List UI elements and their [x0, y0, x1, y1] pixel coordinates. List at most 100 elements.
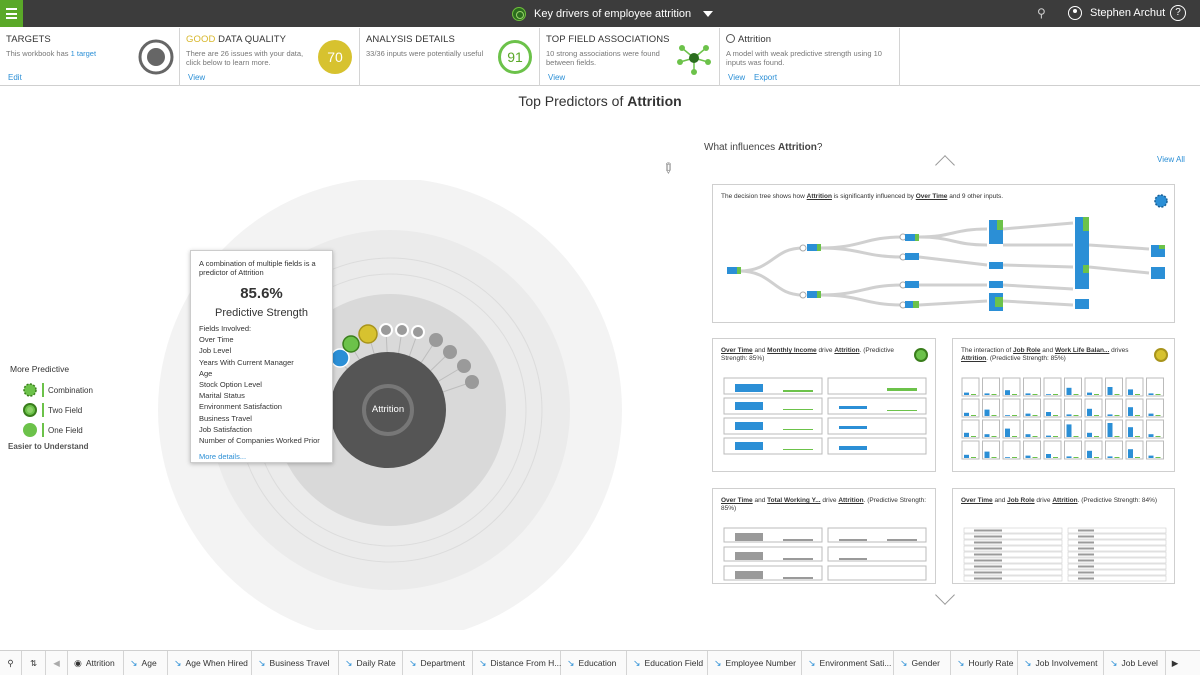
pin-chart-icon[interactable]: ✎ — [658, 158, 679, 178]
tab-job-level[interactable]: ↘ Job Level — [1104, 651, 1166, 675]
user-name: Stephen Archut — [1090, 7, 1166, 19]
user-menu[interactable]: Stephen Archut — [1068, 6, 1165, 20]
job-role-work-life-panel[interactable]: The interaction of Job Role and Work Lif… — [952, 338, 1175, 472]
predictor-node-two-field[interactable] — [342, 335, 360, 353]
predictor-node[interactable] — [465, 375, 479, 389]
tooltip-strength-label: Predictive Strength — [215, 307, 308, 319]
grid-bar-green — [971, 457, 976, 458]
grid-bar-green — [1114, 394, 1120, 395]
field-item: Environment Satisfaction — [199, 402, 282, 412]
decision-tree-panel[interactable]: The decision tree shows how Attrition is… — [712, 184, 1175, 323]
over-time-job-role-panel[interactable]: Over Time and Job Role drive Attrition. … — [952, 488, 1175, 584]
tab-employee-number[interactable]: ↘ Employee Number — [708, 651, 802, 675]
targets-edit-link[interactable]: Edit — [8, 73, 22, 82]
grid-bar — [1128, 427, 1133, 437]
panel-2-chart — [961, 377, 1164, 460]
decision-tree-diagram — [727, 217, 1165, 311]
chevron-up-icon[interactable] — [935, 155, 955, 175]
arrow-icon: ↘ — [567, 657, 575, 668]
grid-cell — [1064, 419, 1082, 439]
scroll-right-icon[interactable]: ▶ — [1171, 657, 1179, 668]
model-view-link[interactable]: View — [728, 73, 746, 82]
tab-hourly-rate[interactable]: ↘ Hourly Rate — [951, 651, 1018, 675]
tab-department[interactable]: ↘ Department — [403, 651, 473, 675]
tab-education-field[interactable]: ↘ Education Field — [627, 651, 708, 675]
grid-bar — [984, 393, 990, 395]
associations-view-link[interactable]: View — [548, 73, 566, 82]
influences-heading: What influences Attrition? — [704, 142, 823, 153]
predictor-node[interactable] — [395, 323, 409, 337]
workbook-title: Key drivers of employee attrition — [534, 8, 692, 20]
targets-title: TARGETS — [6, 34, 51, 45]
attrition-center-node[interactable] — [330, 352, 446, 468]
predictor-node[interactable] — [429, 333, 443, 347]
grid-bar — [1046, 454, 1051, 458]
grid-cell — [1105, 377, 1123, 397]
predictor-node[interactable] — [411, 325, 425, 339]
more-details-link[interactable]: More details... — [199, 452, 247, 462]
grid-bar-green — [1135, 394, 1140, 395]
grid-cell — [1023, 440, 1041, 460]
panel-1-chart — [723, 377, 927, 455]
field-item: Number of Companies Worked Prior — [199, 436, 320, 446]
tab-daily-rate[interactable]: ↘ Daily Rate — [339, 651, 403, 675]
tab-attrition[interactable]: ◉ Attrition — [68, 651, 124, 675]
grid-bar-green — [1135, 415, 1140, 416]
predictor-node-yellow[interactable] — [358, 324, 378, 344]
tab-gender[interactable]: ↘ Gender — [894, 651, 951, 675]
list-cell — [1067, 527, 1167, 534]
tab-job-involvement[interactable]: ↘ Job Involvement — [1018, 651, 1104, 675]
tab-age-when-hired[interactable]: ↘ Age When Hired — [168, 651, 252, 675]
tree-nodes — [727, 217, 1165, 311]
tab-age[interactable]: ↘ Age — [124, 651, 168, 675]
list-bar — [1078, 529, 1094, 532]
predictor-node-blue[interactable] — [330, 348, 350, 368]
grid-bar — [1087, 392, 1092, 395]
grid-cell — [1043, 398, 1062, 418]
tab-distance-from-home[interactable]: ↘ Distance From H... — [473, 651, 561, 675]
grid-bar — [1046, 435, 1051, 437]
search-icon[interactable]: ⚲ — [0, 651, 22, 675]
hamburger-menu-icon[interactable] — [0, 0, 23, 27]
tab-environment-satisfaction[interactable]: ↘ Environment Sati... — [802, 651, 894, 675]
predictor-node[interactable] — [379, 323, 393, 337]
list-cell — [963, 569, 1063, 576]
arrow-icon: ↘ — [900, 657, 908, 668]
predictor-node[interactable] — [443, 345, 457, 359]
list-cell — [1067, 575, 1167, 582]
panel-3-caption: Over Time and Total Working Y... drive A… — [721, 497, 927, 512]
workbook-title-dropdown[interactable]: Key drivers of employee attrition — [512, 5, 714, 23]
grid-cell — [1023, 398, 1041, 418]
scroll-left-icon[interactable]: ◀ — [46, 651, 68, 675]
over-time-total-working-panel[interactable]: Over Time and Total Working Y... drive A… — [712, 488, 936, 584]
list-bar — [1078, 571, 1094, 574]
model-export-link[interactable]: Export — [754, 73, 778, 82]
grid-bar — [1025, 455, 1031, 458]
grid-bar-green — [1053, 436, 1058, 437]
list-cell — [1067, 539, 1167, 546]
help-icon[interactable]: ? — [1170, 5, 1186, 21]
data-quality-view-link[interactable]: View — [188, 73, 206, 82]
view-all-link[interactable]: View All — [1157, 155, 1185, 164]
predictor-node[interactable] — [457, 359, 471, 373]
tab-business-travel[interactable]: ↘ Business Travel — [252, 651, 339, 675]
chevron-down-scroll-icon[interactable] — [935, 585, 955, 605]
list-bar — [1078, 547, 1094, 550]
pin-icon[interactable]: ⚲ — [1037, 6, 1046, 20]
grid-bar-green — [1053, 415, 1058, 416]
grid-bar-green — [1135, 436, 1140, 437]
summary-cards: TARGETS This workbook has 1 target Edit … — [0, 28, 1200, 86]
over-time-monthly-income-panel[interactable]: Over Time and Monthly Income drive Attri… — [712, 338, 936, 472]
targets-desc: This workbook has 1 target — [6, 49, 97, 58]
sort-icon[interactable]: ⇅ — [22, 651, 46, 675]
list-cell — [1067, 569, 1167, 576]
yellow-badge-icon — [1154, 348, 1168, 362]
targets-card: TARGETS This workbook has 1 target Edit — [0, 28, 180, 86]
list-bar — [1078, 535, 1094, 538]
tooltip-intro: A combination of multiple fields is a pr… — [199, 259, 316, 277]
grid-bar — [964, 432, 969, 437]
arrow-icon: ↘ — [808, 657, 816, 668]
legend-item-one-field: One Field — [8, 420, 93, 440]
tab-education[interactable]: ↘ Education — [561, 651, 627, 675]
grid-bar-green — [1032, 457, 1038, 458]
